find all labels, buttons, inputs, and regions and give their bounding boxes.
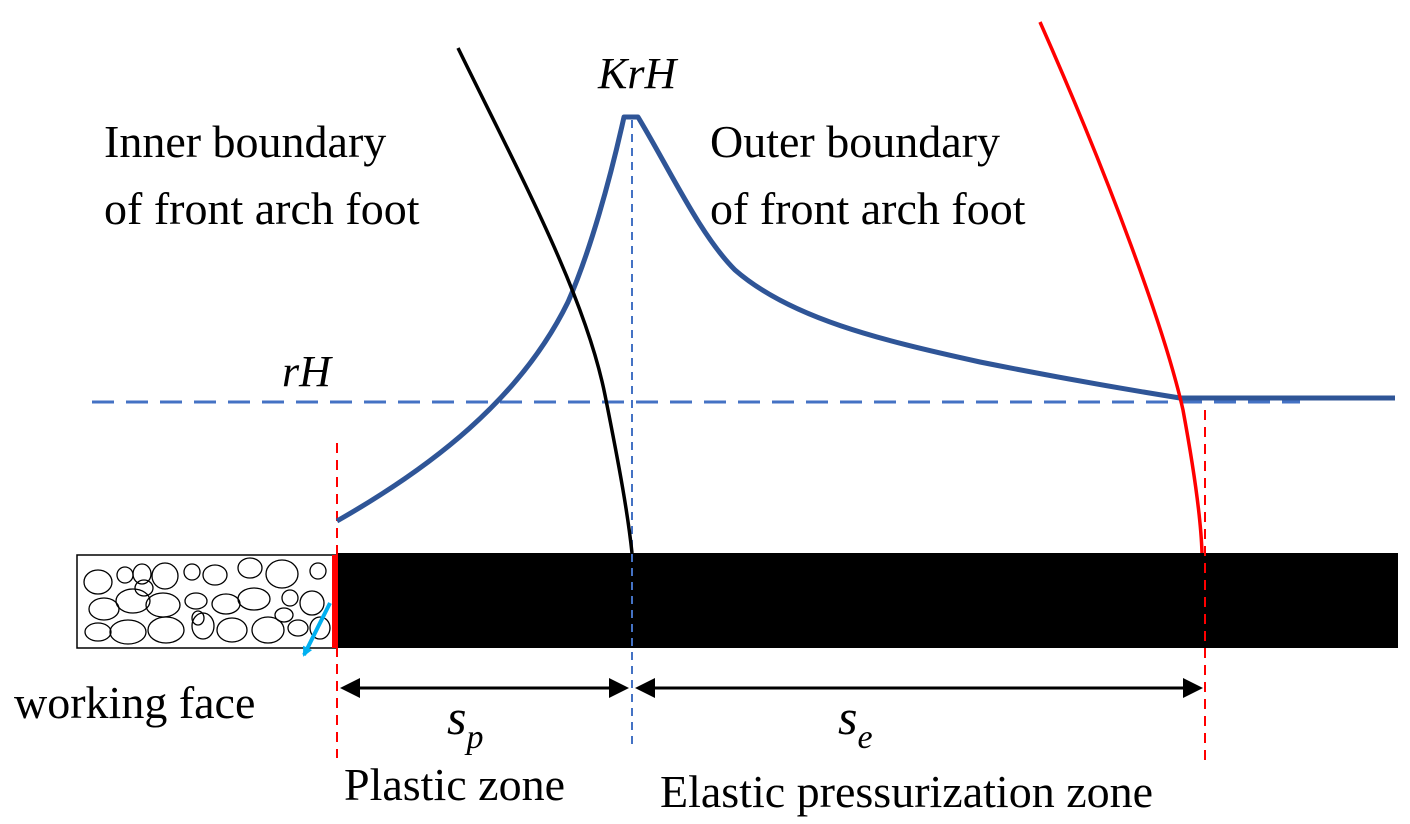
rubble-piece (191, 610, 205, 626)
elastic-width-s: s (838, 689, 857, 745)
working-face-label: working face (14, 677, 255, 728)
outer-boundary-label-line1: Outer boundary (710, 116, 1000, 167)
goaf-rubble (76, 554, 338, 649)
rubble-piece (251, 616, 285, 644)
elastic-width-symbol: se (838, 689, 873, 756)
rubble-piece (216, 617, 248, 643)
rubble-ellipses-icon (83, 557, 331, 645)
inner-boundary-label-line2: of front arch foot (104, 183, 420, 234)
inner-boundary-label-line1: Inner boundary (104, 116, 386, 167)
elastic-width-sub: e (857, 719, 872, 756)
rubble-piece (84, 622, 112, 642)
elastic-width-dimension (635, 678, 1203, 698)
plastic-width-s: s (447, 689, 466, 745)
rubble-piece (237, 587, 271, 611)
rubble-piece (184, 592, 208, 610)
rubble-piece (83, 569, 113, 595)
rubble-piece (134, 579, 154, 597)
rubble-piece (88, 597, 120, 621)
rubble-piece (309, 562, 327, 580)
rubble-piece (299, 590, 325, 616)
rubble-piece (281, 589, 299, 607)
rubble-piece (183, 563, 201, 581)
peak-stress-label: KrH (597, 49, 678, 98)
rubble-piece (237, 557, 263, 579)
plastic-width-symbol: sp (447, 689, 483, 756)
elastic-zone-label: Elastic pressurization zone (660, 766, 1153, 817)
plastic-width-dimension (340, 678, 629, 698)
outer-boundary-label-line2: of front arch foot (710, 183, 1026, 234)
rubble-piece (147, 616, 185, 644)
rubble-piece (109, 619, 147, 645)
rubble-piece (287, 619, 309, 637)
coal-seam (337, 553, 1398, 648)
rubble-piece (115, 588, 151, 614)
abutment-stress-curve (335, 114, 1395, 524)
rubble-piece (132, 563, 152, 585)
plastic-width-sub: p (464, 719, 483, 756)
inner-boundary-curve (456, 47, 634, 554)
working-face-arrow-icon (302, 602, 332, 657)
working-face-edge (332, 555, 338, 648)
rubble-piece (309, 616, 331, 640)
rubble-piece (274, 607, 294, 623)
plastic-zone-label: Plastic zone (344, 759, 565, 810)
rubble-piece (265, 559, 299, 589)
rubble-piece (151, 562, 179, 590)
outer-boundary-curve (1038, 21, 1204, 554)
original-stress-label: rH (282, 347, 333, 396)
rubble-piece (202, 564, 228, 586)
